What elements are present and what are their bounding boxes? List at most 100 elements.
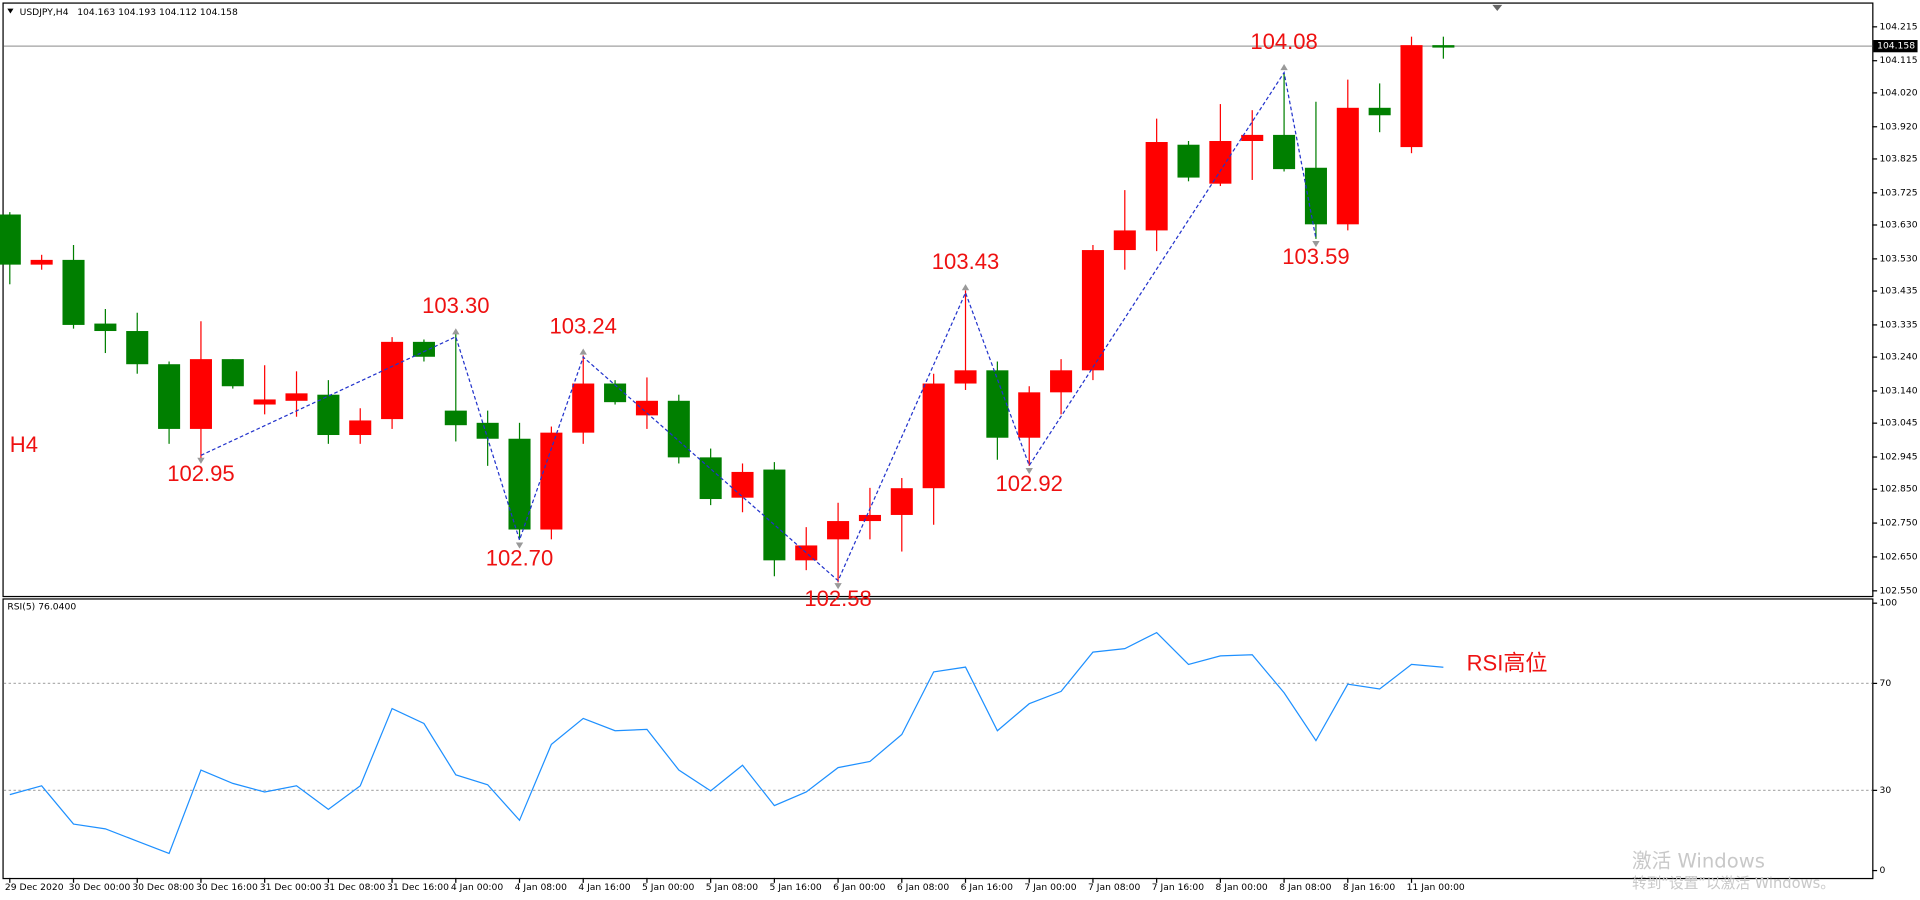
- candle-body: [954, 370, 977, 384]
- pivot-label: 103.59: [1282, 244, 1349, 269]
- y-tick-label: 104.115: [1880, 55, 1918, 66]
- candle-body: [253, 399, 276, 405]
- pivot-label: 103.24: [550, 314, 617, 339]
- symbol: USDJPY,H4: [20, 7, 69, 18]
- chart-shift-marker[interactable]: [1492, 4, 1503, 12]
- pivot-label: 103.43: [932, 249, 999, 274]
- candle-body: [1050, 370, 1073, 393]
- candle-body: [572, 383, 595, 433]
- y-tick-label: 102.945: [1880, 452, 1918, 463]
- candle-body: [667, 400, 690, 458]
- x-tick-label: 5 Jan 08:00: [706, 882, 758, 893]
- candle-body: [444, 410, 467, 426]
- y-tick-label: 103.045: [1880, 418, 1918, 429]
- candle-body: [30, 259, 53, 265]
- candle-body: [1241, 134, 1264, 141]
- x-tick-label: 30 Dec 08:00: [132, 882, 194, 893]
- candle-body: [412, 341, 435, 357]
- candle-body: [795, 545, 818, 561]
- candle-body: [0, 214, 21, 265]
- candle-body: [699, 457, 722, 500]
- y-tick-label: 104.020: [1880, 87, 1918, 98]
- candle-body: [890, 488, 913, 515]
- pivot-label: 102.92: [996, 471, 1063, 496]
- candle-body: [635, 400, 658, 416]
- candle-body: [731, 471, 754, 498]
- y-tick-label: 102.850: [1880, 484, 1918, 495]
- y-tick-label: 30: [1880, 785, 1892, 796]
- candle-body: [1081, 250, 1104, 371]
- x-tick-label: 4 Jan 16:00: [578, 882, 630, 893]
- x-tick-label: 7 Jan 00:00: [1024, 882, 1076, 893]
- candle-body: [1336, 107, 1359, 225]
- candle-body: [1432, 45, 1455, 48]
- rsi-title: RSI(5) 76.0400: [7, 601, 76, 612]
- candle-body: [1209, 140, 1232, 184]
- candle-body: [189, 359, 212, 429]
- y-tick-label: 103.725: [1880, 187, 1918, 198]
- y-tick-label: 102.750: [1880, 518, 1918, 529]
- x-tick-label: 4 Jan 08:00: [515, 882, 567, 893]
- candle-body: [508, 438, 531, 530]
- current-price-label: 104.158: [1877, 41, 1915, 52]
- x-tick-label: 8 Jan 16:00: [1343, 882, 1395, 893]
- x-tick-label: 5 Jan 00:00: [642, 882, 694, 893]
- x-tick-label: 6 Jan 00:00: [833, 882, 885, 893]
- current-price-box: [1873, 40, 1918, 53]
- candle-body: [1273, 134, 1296, 170]
- pivot-label: 104.08: [1250, 29, 1317, 54]
- x-tick-label: 31 Dec 00:00: [260, 882, 322, 893]
- rsi-line: [9, 631, 1444, 855]
- pivot-label: 102.58: [804, 586, 871, 611]
- y-tick-label: 103.335: [1880, 319, 1918, 330]
- y-tick-label: 102.650: [1880, 551, 1918, 562]
- candle-body: [317, 394, 340, 436]
- candle-body: [1368, 107, 1391, 116]
- ohlc-header: 104.163 104.193 104.112 104.158: [77, 7, 238, 18]
- candle-body: [763, 469, 786, 561]
- candle-body: [1145, 142, 1168, 231]
- watermark: 转到“设置”以激活 Windows。: [1632, 875, 1835, 892]
- candle-body: [1177, 144, 1200, 178]
- candle-body: [285, 393, 308, 401]
- candle-body: [94, 323, 117, 332]
- x-tick-label: 31 Dec 08:00: [323, 882, 385, 893]
- y-tick-label: 103.630: [1880, 219, 1918, 230]
- y-tick-label: 70: [1880, 678, 1892, 689]
- x-tick-label: 8 Jan 08:00: [1279, 882, 1331, 893]
- candle-body: [62, 259, 85, 325]
- y-tick-label: 103.140: [1880, 385, 1918, 396]
- candle-body: [922, 383, 945, 489]
- candle-body: [381, 341, 404, 420]
- y-tick-label: 100: [1880, 598, 1898, 609]
- pivot-arrow: [515, 542, 524, 549]
- menu-arrow[interactable]: [7, 8, 14, 14]
- pivot-arrow: [1312, 241, 1320, 248]
- candle-body: [604, 383, 627, 403]
- x-tick-label: 7 Jan 16:00: [1152, 882, 1204, 893]
- candle-body: [1304, 167, 1327, 225]
- y-tick-label: 103.825: [1880, 153, 1918, 164]
- y-tick-label: 102.550: [1880, 585, 1918, 596]
- x-tick-label: 6 Jan 08:00: [897, 882, 949, 893]
- pivot-arrow: [197, 457, 205, 464]
- price-panel: [2, 2, 1874, 598]
- x-tick-label: 6 Jan 16:00: [961, 882, 1013, 893]
- pivot-arrow: [961, 284, 970, 291]
- zigzag-line: [200, 70, 1317, 582]
- candle-body: [858, 514, 881, 522]
- x-tick-label: 30 Dec 16:00: [196, 882, 258, 893]
- x-tick-label: 29 Dec 2020: [5, 882, 64, 893]
- x-tick-label: 30 Dec 00:00: [69, 882, 131, 893]
- candle-body: [221, 359, 244, 387]
- pivot-label: 103.30: [422, 293, 489, 318]
- candle-body: [986, 370, 1009, 438]
- timeframe-label: H4: [10, 432, 38, 457]
- candle-body: [126, 331, 149, 365]
- y-tick-label: 0: [1880, 865, 1886, 876]
- candle-body: [158, 364, 181, 429]
- x-tick-label: 7 Jan 08:00: [1088, 882, 1140, 893]
- watermark: 激活 Windows: [1632, 849, 1765, 872]
- pivot-label: 102.95: [167, 461, 234, 486]
